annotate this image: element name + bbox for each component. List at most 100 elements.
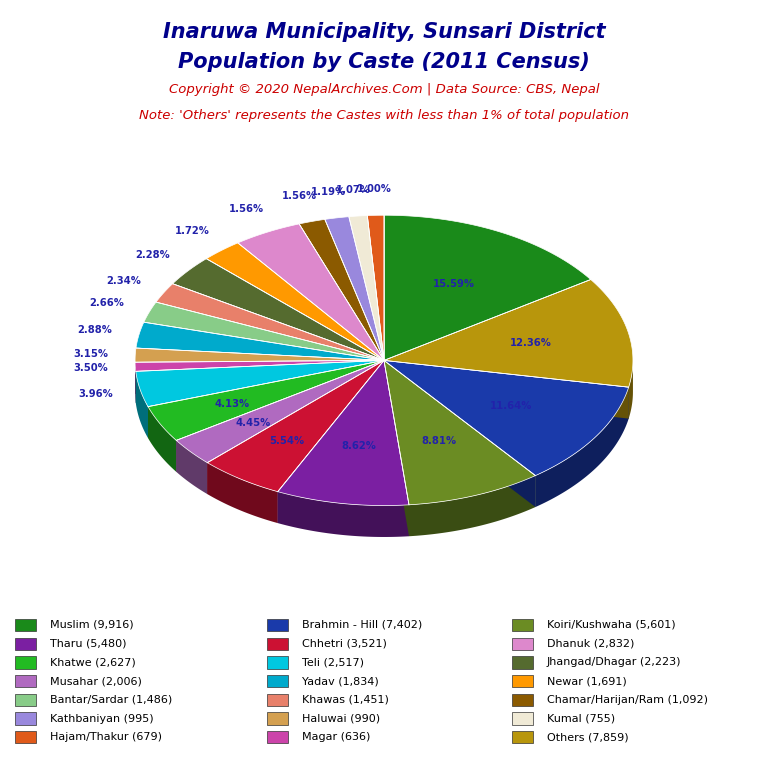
Bar [267, 694, 289, 706]
Polygon shape [278, 360, 384, 523]
Text: Note: 'Others' represents the Castes with less than 1% of total population: Note: 'Others' represents the Castes wit… [139, 109, 629, 122]
Bar [267, 731, 289, 743]
Polygon shape [136, 360, 384, 402]
Text: Tharu (5,480): Tharu (5,480) [50, 639, 126, 649]
Polygon shape [136, 360, 384, 406]
Text: 3.96%: 3.96% [79, 389, 114, 399]
Text: 3.50%: 3.50% [73, 363, 108, 373]
Polygon shape [173, 259, 384, 360]
Polygon shape [384, 360, 629, 475]
Polygon shape [135, 348, 384, 362]
Bar [512, 694, 533, 706]
Text: Khatwe (2,627): Khatwe (2,627) [50, 657, 136, 667]
Bar [15, 731, 36, 743]
Polygon shape [177, 360, 384, 472]
Polygon shape [177, 360, 384, 462]
Polygon shape [207, 360, 384, 494]
Polygon shape [238, 224, 384, 360]
Polygon shape [156, 283, 384, 360]
Text: 15.59%: 15.59% [433, 279, 475, 289]
Text: Kathbaniyan (995): Kathbaniyan (995) [50, 713, 154, 723]
Polygon shape [148, 360, 384, 438]
Text: 4.13%: 4.13% [214, 399, 250, 409]
Polygon shape [384, 360, 535, 505]
Text: Newar (1,691): Newar (1,691) [547, 676, 627, 686]
Polygon shape [135, 360, 384, 394]
Text: 1.00%: 1.00% [356, 184, 392, 194]
Text: Koiri/Kushwaha (5,601): Koiri/Kushwaha (5,601) [547, 620, 675, 630]
Bar [512, 637, 533, 650]
Polygon shape [409, 475, 535, 536]
Bar [512, 713, 533, 725]
Bar [512, 731, 533, 743]
Polygon shape [384, 360, 535, 507]
Polygon shape [135, 360, 384, 372]
Text: Yadav (1,834): Yadav (1,834) [302, 676, 379, 686]
Polygon shape [207, 360, 384, 494]
Polygon shape [177, 440, 207, 494]
Polygon shape [325, 217, 384, 360]
Text: Chhetri (3,521): Chhetri (3,521) [302, 639, 387, 649]
Polygon shape [278, 492, 409, 537]
Text: 2.34%: 2.34% [107, 276, 141, 286]
Text: Teli (2,517): Teli (2,517) [302, 657, 364, 667]
Text: Magar (636): Magar (636) [302, 733, 370, 743]
Text: Inaruwa Municipality, Sunsari District: Inaruwa Municipality, Sunsari District [163, 22, 605, 41]
Text: Population by Caste (2011 Census): Population by Caste (2011 Census) [178, 52, 590, 72]
Bar [512, 675, 533, 687]
Polygon shape [384, 360, 629, 419]
Polygon shape [535, 387, 629, 507]
Bar [15, 675, 36, 687]
Bar [267, 675, 289, 687]
Text: Jhangad/Dhagar (2,223): Jhangad/Dhagar (2,223) [547, 657, 681, 667]
Polygon shape [629, 360, 633, 419]
Text: 2.28%: 2.28% [136, 250, 170, 260]
Bar [512, 657, 533, 668]
Polygon shape [384, 215, 591, 360]
Polygon shape [136, 372, 148, 438]
Text: 8.62%: 8.62% [341, 442, 376, 452]
Text: Khawas (1,451): Khawas (1,451) [302, 695, 389, 705]
Text: Chamar/Harijan/Ram (1,092): Chamar/Harijan/Ram (1,092) [547, 695, 707, 705]
Polygon shape [177, 360, 384, 472]
Text: 1.56%: 1.56% [281, 191, 316, 201]
Text: 1.07%: 1.07% [336, 185, 371, 195]
Text: 2.88%: 2.88% [78, 326, 112, 336]
Polygon shape [136, 360, 384, 402]
Text: Copyright © 2020 NepalArchives.Com | Data Source: CBS, Nepal: Copyright © 2020 NepalArchives.Com | Dat… [169, 83, 599, 96]
Bar [15, 694, 36, 706]
Text: Musahar (2,006): Musahar (2,006) [50, 676, 142, 686]
Text: Haluwai (990): Haluwai (990) [302, 713, 380, 723]
Text: Others (7,859): Others (7,859) [547, 733, 628, 743]
Text: Muslim (9,916): Muslim (9,916) [50, 620, 134, 630]
Polygon shape [135, 360, 384, 394]
Text: 2.66%: 2.66% [90, 298, 124, 308]
Polygon shape [148, 360, 384, 438]
Text: 5.54%: 5.54% [269, 436, 304, 446]
Text: 4.45%: 4.45% [235, 418, 270, 428]
Polygon shape [384, 360, 409, 536]
Polygon shape [384, 360, 535, 507]
Polygon shape [278, 360, 384, 523]
Text: Kumal (755): Kumal (755) [547, 713, 614, 723]
Text: Dhanuk (2,832): Dhanuk (2,832) [547, 639, 634, 649]
Text: 1.56%: 1.56% [229, 204, 264, 214]
Text: 12.36%: 12.36% [509, 338, 551, 348]
Text: 3.15%: 3.15% [73, 349, 108, 359]
Polygon shape [384, 360, 409, 536]
Text: 11.64%: 11.64% [490, 401, 532, 411]
Bar [15, 657, 36, 668]
Polygon shape [207, 462, 278, 523]
Polygon shape [349, 216, 384, 360]
Polygon shape [207, 243, 384, 360]
Bar [267, 619, 289, 631]
Bar [267, 637, 289, 650]
Polygon shape [299, 220, 384, 360]
Bar [267, 657, 289, 668]
Text: 1.19%: 1.19% [311, 187, 346, 197]
Polygon shape [144, 302, 384, 360]
Text: 8.81%: 8.81% [422, 436, 457, 446]
Bar [15, 637, 36, 650]
Polygon shape [207, 360, 384, 492]
Bar [267, 713, 289, 725]
